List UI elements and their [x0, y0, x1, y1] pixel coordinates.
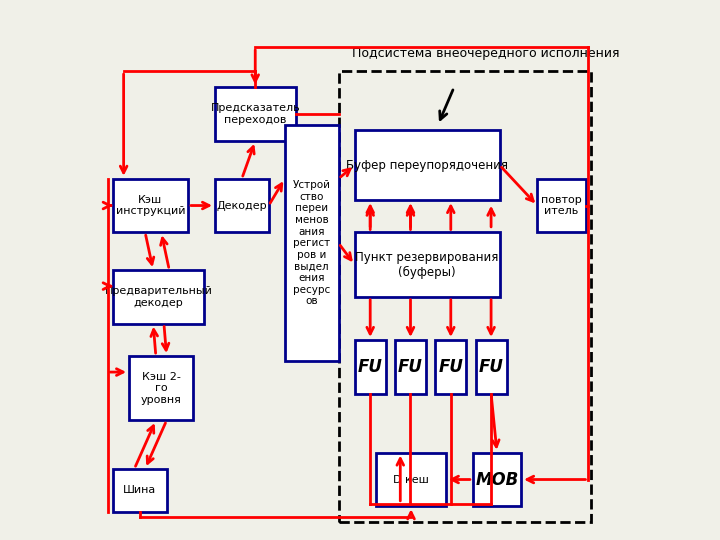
Text: Пункт резервирования
(буферы): Пункт резервирования (буферы): [356, 251, 499, 279]
Text: Буфер переупорядочения: Буфер переупорядочения: [346, 159, 508, 172]
Text: Предварительный
декодер: Предварительный декодер: [104, 286, 212, 308]
FancyBboxPatch shape: [129, 356, 194, 421]
Text: FU: FU: [479, 357, 503, 376]
Text: Кэш 2-
го
уровня: Кэш 2- го уровня: [141, 372, 181, 405]
Text: повтор
итель: повтор итель: [541, 195, 582, 217]
FancyBboxPatch shape: [215, 87, 295, 141]
Text: Устрой
ство
переи
менов
ания
регист
ров и
выдел
ения
ресурс
ов: Устрой ство переи менов ания регист ров …: [292, 180, 330, 306]
FancyBboxPatch shape: [113, 469, 166, 512]
FancyBboxPatch shape: [355, 340, 386, 394]
FancyBboxPatch shape: [395, 340, 426, 394]
FancyBboxPatch shape: [113, 270, 204, 323]
FancyBboxPatch shape: [355, 130, 500, 200]
FancyBboxPatch shape: [215, 179, 269, 232]
FancyBboxPatch shape: [355, 232, 500, 297]
Text: Предсказатель
переходов: Предсказатель переходов: [210, 103, 300, 125]
FancyBboxPatch shape: [113, 179, 188, 232]
FancyBboxPatch shape: [475, 340, 507, 394]
FancyBboxPatch shape: [537, 179, 585, 232]
Text: FU: FU: [398, 357, 423, 376]
Text: Шина: Шина: [123, 485, 156, 495]
Text: D кеш: D кеш: [393, 475, 429, 484]
Text: Кэш
инструкций: Кэш инструкций: [116, 195, 185, 217]
Text: FU: FU: [358, 357, 382, 376]
FancyBboxPatch shape: [376, 453, 446, 507]
Text: МОВ: МОВ: [475, 470, 518, 489]
FancyBboxPatch shape: [285, 125, 338, 361]
Text: Декодер: Декодер: [217, 200, 267, 211]
Text: FU: FU: [438, 357, 463, 376]
FancyBboxPatch shape: [473, 453, 521, 507]
FancyBboxPatch shape: [435, 340, 467, 394]
Text: Подсистема внеочередного исполнения: Подсистема внеочередного исполнения: [353, 48, 620, 60]
